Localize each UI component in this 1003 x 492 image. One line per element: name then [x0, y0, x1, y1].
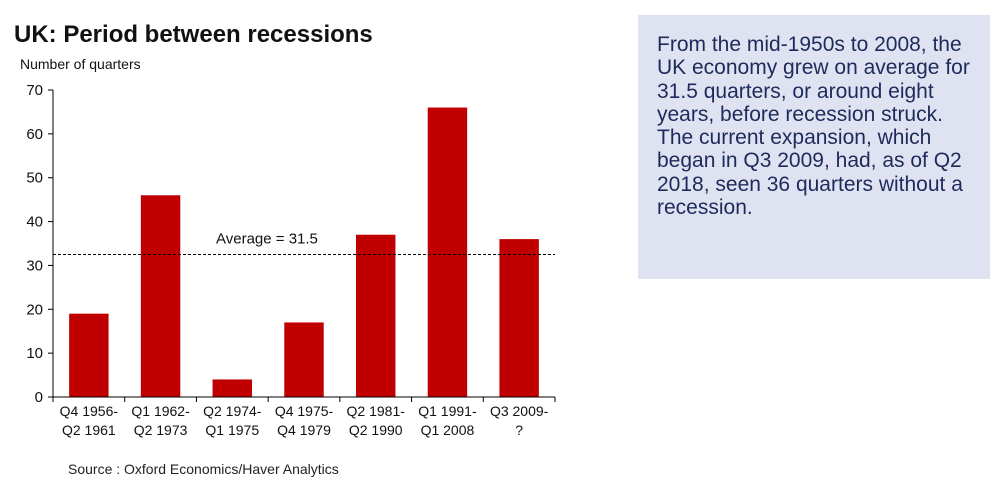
source-note: Source : Oxford Economics/Haver Analytic…	[68, 461, 339, 477]
y-tick-label: 40	[26, 214, 43, 231]
bar	[355, 234, 396, 397]
bar	[499, 239, 539, 397]
y-tick-label: 30	[26, 257, 43, 274]
x-tick-label: ?	[515, 422, 523, 438]
bar	[284, 322, 324, 397]
y-tick-label: 10	[26, 345, 43, 362]
x-tick-label: Q4 1975-	[275, 403, 334, 419]
average-line-group: Average = 31.5	[53, 230, 555, 255]
bar	[427, 107, 468, 398]
x-tick-label: Q1 2008	[421, 422, 475, 438]
y-axis-ticks: 0 10 20 30 40 50 60 70	[26, 82, 53, 406]
bars	[69, 107, 539, 398]
x-tick-label: Q2 1974-	[203, 403, 262, 419]
bar	[69, 313, 109, 397]
info-text: From the mid-1950s to 2008, the UK econo…	[657, 33, 970, 220]
x-tick-label: Q2 1981-	[347, 403, 406, 419]
x-tick-label: Q2 1990	[349, 422, 403, 438]
x-tick-label: Q2 1961	[62, 422, 116, 438]
x-tick-label: Q3 2009-	[490, 403, 549, 419]
y-tick-label: 70	[26, 82, 43, 99]
x-tick-label: Q4 1956-	[60, 403, 119, 419]
x-tick-label: Q1 1991-	[418, 403, 477, 419]
axes	[52, 90, 556, 402]
x-tick-label: Q1 1975	[205, 422, 259, 438]
info-box: From the mid-1950s to 2008, the UK econo…	[638, 15, 990, 279]
bar	[140, 195, 181, 397]
x-tick-label: Q2 1973	[134, 422, 188, 438]
y-axis-label: Number of quarters	[20, 56, 141, 72]
y-tick-label: 60	[26, 126, 43, 143]
y-tick-label: 20	[26, 301, 43, 318]
y-tick-label: 0	[35, 389, 43, 406]
chart-title: UK: Period between recessions	[14, 21, 373, 48]
y-tick-label: 50	[26, 170, 43, 187]
average-label: Average = 31.5	[216, 230, 318, 247]
x-tick-label: Q1 1962-	[131, 403, 190, 419]
x-tick-label: Q4 1979	[277, 422, 331, 438]
x-axis-labels: Q4 1956- Q2 1961 Q1 1962- Q2 1973 Q2 1974- Q1…	[60, 403, 549, 438]
bar	[212, 379, 253, 397]
